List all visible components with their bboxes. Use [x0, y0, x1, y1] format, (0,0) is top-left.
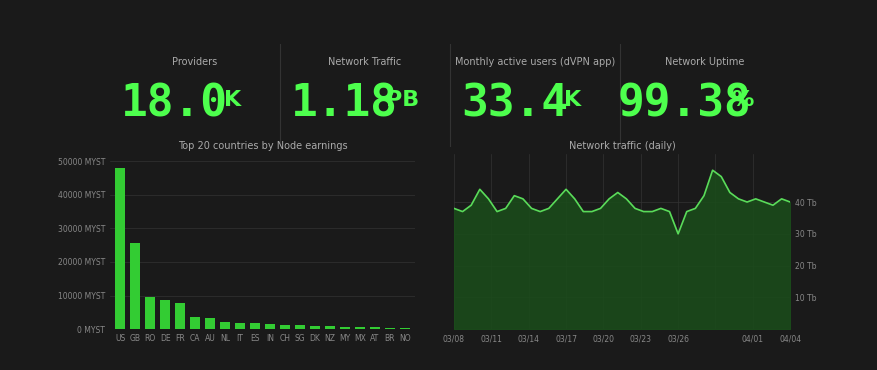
- Bar: [204, 317, 215, 329]
- Text: K: K: [224, 90, 240, 110]
- Bar: [339, 327, 350, 329]
- Bar: [295, 325, 305, 329]
- Bar: [324, 326, 335, 329]
- Bar: [130, 243, 140, 329]
- Text: K: K: [563, 90, 581, 110]
- Bar: [160, 300, 170, 329]
- Bar: [175, 303, 185, 329]
- Bar: [399, 328, 410, 329]
- Bar: [280, 324, 290, 329]
- Bar: [354, 327, 365, 329]
- Bar: [115, 168, 125, 329]
- Bar: [310, 326, 320, 329]
- Text: 18.0: 18.0: [121, 83, 228, 125]
- Bar: [250, 323, 260, 329]
- Bar: [219, 322, 230, 329]
- Text: Monthly active users (dVPN app): Monthly active users (dVPN app): [454, 57, 615, 67]
- Bar: [235, 323, 245, 329]
- Bar: [145, 297, 155, 329]
- Text: Network Traffic: Network Traffic: [328, 57, 401, 67]
- Text: Providers: Providers: [172, 57, 217, 67]
- Bar: [369, 327, 380, 329]
- Title: Network traffic (daily): Network traffic (daily): [568, 141, 674, 151]
- Text: Network Uptime: Network Uptime: [665, 57, 744, 67]
- Title: Top 20 countries by Node earnings: Top 20 countries by Node earnings: [177, 141, 347, 151]
- Bar: [384, 328, 395, 329]
- Text: PB: PB: [385, 90, 418, 110]
- Text: 33.4: 33.4: [460, 83, 567, 125]
- Text: %: %: [731, 90, 752, 110]
- Text: 1.18: 1.18: [290, 83, 397, 125]
- Bar: [189, 316, 200, 329]
- Bar: [265, 324, 275, 329]
- Text: 99.38: 99.38: [617, 83, 751, 125]
